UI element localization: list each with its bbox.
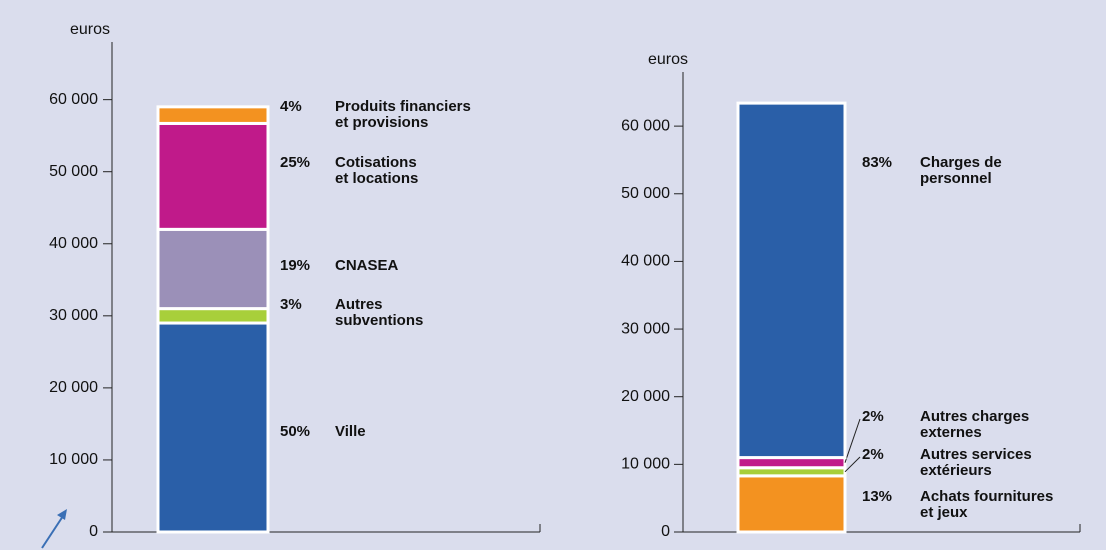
- y-tick-label: 40 000: [49, 235, 98, 252]
- bar-segment: [156, 121, 270, 231]
- bar-segment: [736, 474, 847, 534]
- bar-segment: [156, 227, 270, 311]
- y-tick-label: 10 000: [49, 451, 98, 468]
- bar-segment: [736, 101, 847, 460]
- share-label: 25%: [280, 154, 310, 171]
- segment-label: Charges de personnel: [920, 154, 1002, 187]
- bar-segment: [736, 456, 847, 470]
- y-tick-label: 60 000: [621, 117, 670, 134]
- y-tick-label: 0: [89, 523, 98, 540]
- share-label: 50%: [280, 423, 310, 440]
- arrow: [41, 512, 66, 549]
- y-tick-label: 50 000: [49, 163, 98, 180]
- y-tick-label: 50 000: [621, 185, 670, 202]
- y-tick-label: 30 000: [621, 320, 670, 337]
- y-tick-label: 20 000: [49, 379, 98, 396]
- share-label: 2%: [862, 446, 884, 463]
- y-axis-label: euros: [648, 51, 688, 68]
- segment-label: Produits financiers et provisions: [335, 98, 471, 131]
- share-label: 13%: [862, 488, 892, 505]
- segment-label: Cotisations et locations: [335, 154, 418, 187]
- bar-segment: [156, 105, 270, 125]
- bar-segment: [156, 307, 270, 325]
- y-tick-label: 10 000: [621, 456, 670, 473]
- y-tick-label: 60 000: [49, 91, 98, 108]
- segment-label: Ville: [335, 423, 366, 440]
- share-label: 3%: [280, 296, 302, 313]
- share-label: 83%: [862, 154, 892, 171]
- share-label: 19%: [280, 257, 310, 274]
- y-tick-label: 20 000: [621, 388, 670, 405]
- y-tick-label: 0: [661, 523, 670, 540]
- segment-label: Achats fournitures et jeux: [920, 488, 1053, 521]
- segment-label: Autres charges externes: [920, 408, 1029, 441]
- segment-label: Autres subventions: [335, 296, 423, 329]
- arrow-head: [57, 509, 67, 520]
- y-tick-label: 30 000: [49, 307, 98, 324]
- segment-label: Autres services extérieurs: [920, 446, 1032, 479]
- share-label: 2%: [862, 408, 884, 425]
- y-axis-label: euros: [70, 21, 110, 38]
- bar-segment: [156, 321, 270, 534]
- leader-line: [844, 418, 861, 463]
- segment-label: CNASEA: [335, 257, 399, 274]
- share-label: 4%: [280, 98, 302, 115]
- y-tick-label: 40 000: [621, 253, 670, 270]
- leader-line: [844, 456, 861, 473]
